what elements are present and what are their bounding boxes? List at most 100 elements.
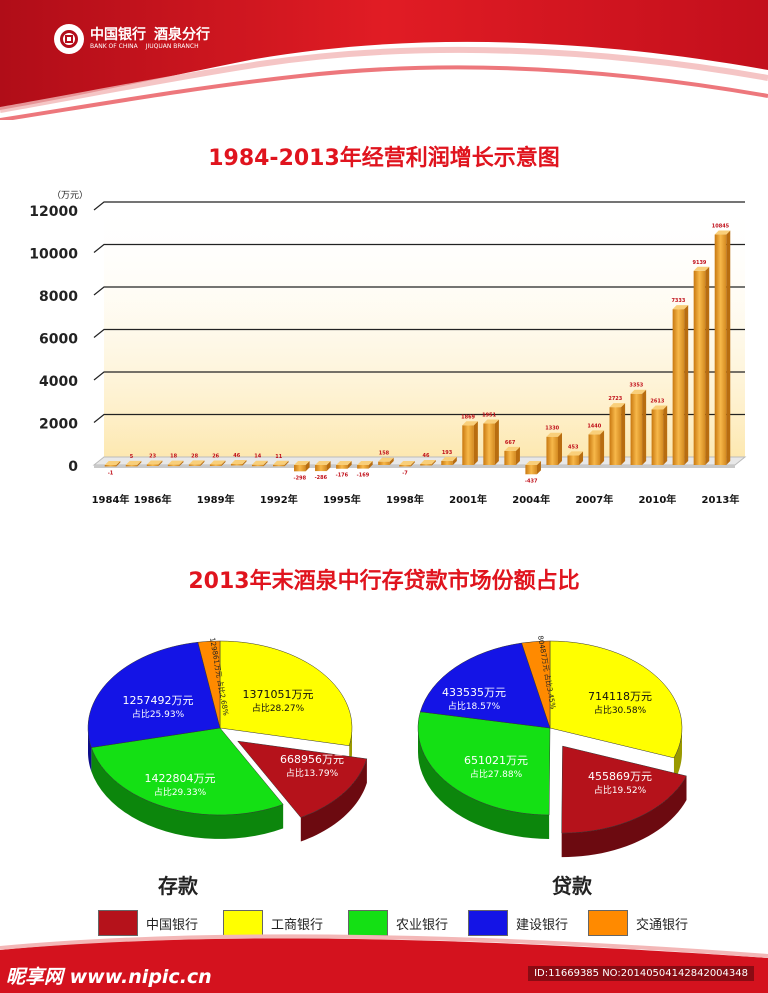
pie-value-label: 714118万元	[588, 690, 652, 703]
y-tick-label: 0	[68, 459, 78, 475]
bar-value-label: -286	[315, 475, 328, 481]
bar	[672, 309, 685, 465]
legend-swatch-ccb	[468, 910, 508, 936]
gridline	[93, 243, 745, 253]
bar-side	[284, 460, 289, 467]
bar-side	[621, 403, 626, 465]
logo-en-text: BANK OF CHINA	[90, 43, 138, 50]
bar-top	[651, 405, 668, 410]
pie-value-label: 1257492万元	[123, 694, 194, 707]
x-tick-label: 1989年	[197, 493, 235, 506]
pie-value-label: 1422804万元	[145, 772, 216, 785]
bar-side	[200, 460, 205, 466]
pie-share-label: 占比30.58%	[594, 704, 647, 716]
x-tick-label: 1992年	[260, 493, 298, 506]
bar-side	[558, 432, 563, 465]
bar-side	[642, 389, 647, 465]
pie-share-label: 占比29.33%	[154, 786, 207, 798]
bar	[483, 423, 495, 465]
legend-label: 交通银行	[636, 917, 689, 933]
bar-side	[179, 460, 184, 467]
bar-side	[368, 461, 373, 469]
bar-value-label: 11	[275, 454, 282, 460]
bar-value-label: 10845	[712, 224, 730, 230]
pie-share-label: 占比27.88%	[470, 768, 523, 780]
legend-item-bocom: 交通银行	[588, 910, 688, 936]
bar-side	[242, 460, 247, 466]
bar-top	[251, 460, 268, 465]
bar-top	[714, 230, 731, 235]
pie-slice	[237, 740, 368, 818]
x-tick-label: 2001年	[449, 493, 487, 506]
pie-value-label: 433535万元	[442, 686, 506, 699]
bar-top	[315, 461, 331, 465]
gridline	[93, 286, 745, 296]
bar	[462, 425, 474, 465]
bar-side	[431, 460, 436, 466]
loan-caption: 贷款	[552, 874, 592, 898]
pie-slice	[417, 711, 551, 816]
legend-item-icbc: 工商银行	[223, 910, 323, 936]
bar-side	[305, 461, 310, 472]
x-tick-label: 2010年	[638, 493, 676, 506]
pie-slice	[561, 745, 687, 834]
pie-share-label: 占比25.93%	[132, 708, 185, 720]
bar-side	[137, 460, 142, 467]
bar-top	[294, 461, 310, 465]
bar-top	[483, 419, 499, 424]
bar-value-label: 193	[442, 450, 453, 456]
bar	[294, 465, 306, 472]
y-tick-label: 2000	[39, 417, 78, 433]
bar-value-label: -7	[402, 471, 408, 477]
header-banner	[0, 0, 768, 120]
x-tick-label: 1984年	[92, 493, 130, 506]
bar	[420, 464, 432, 466]
legend-swatch-bocom	[588, 910, 628, 936]
bar-side	[600, 430, 605, 465]
bar-value-label: 1330	[545, 426, 559, 432]
bar-side	[515, 446, 520, 465]
gridline	[93, 413, 745, 423]
bar	[378, 461, 390, 465]
chart-floor-edge	[94, 465, 735, 468]
bar-top	[693, 266, 710, 271]
legend-item-abc: 农业银行	[348, 910, 448, 936]
pie-slice	[549, 640, 683, 759]
x-tick-label: 1998年	[386, 493, 424, 506]
bar	[651, 409, 664, 465]
footer-banner	[0, 934, 768, 993]
bar-top	[209, 460, 226, 465]
bank-logo: 中国银行 酒泉分行 BANK OF CHINA JIUQUAN BRANCH	[54, 24, 210, 54]
bar-top	[230, 460, 247, 465]
legend-swatch-boc	[98, 910, 138, 936]
bar-top	[378, 457, 394, 462]
bar-top	[272, 460, 289, 465]
bar-side	[410, 461, 415, 467]
gridline	[93, 371, 745, 381]
bar-value-label: 453	[568, 444, 579, 450]
pie-value-label: 668956万元	[280, 753, 344, 766]
bar-value-label: 2723	[608, 396, 622, 402]
bar-side	[389, 457, 394, 465]
legend-item-boc: 中国银行	[98, 910, 198, 936]
logo-cn-text: 中国银行	[90, 27, 146, 43]
pie-slice	[91, 727, 284, 816]
bar-side	[663, 405, 668, 465]
legend-label: 工商银行	[271, 917, 324, 933]
pie-slice	[87, 641, 221, 748]
branch-en-text: JIUQUAN BRANCH	[145, 43, 199, 50]
bar-side	[263, 460, 268, 467]
bar	[357, 465, 369, 469]
image-id: ID:11669385 NO:20140504142842004348	[528, 966, 754, 981]
bar-value-label: 23	[149, 454, 156, 460]
bar-side	[494, 419, 499, 465]
bar-value-label: 46	[233, 453, 240, 459]
gridline	[93, 328, 745, 338]
bar-value-label: 28	[191, 453, 198, 459]
bar-top	[336, 461, 352, 465]
y-axis-unit: （万元）	[52, 190, 88, 201]
bar-side	[116, 461, 121, 467]
pie-share-label: 占比28.27%	[252, 702, 305, 714]
bar-side	[536, 461, 541, 475]
bar-top	[420, 460, 436, 465]
